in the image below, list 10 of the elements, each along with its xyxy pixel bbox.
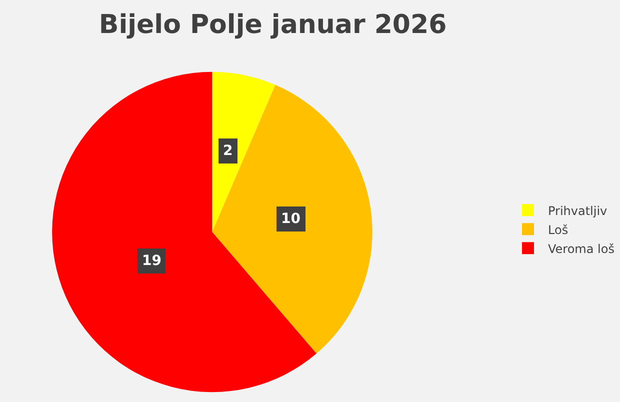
data-label: 19	[142, 253, 162, 269]
data-label: 10	[281, 211, 301, 227]
pie-slice	[52, 72, 316, 392]
pie-slice	[212, 84, 372, 354]
legend-label: Prihvatljiv	[548, 204, 608, 218]
data-label: 2	[223, 143, 233, 159]
chart-title: Bijelo Polje januar 2026	[98, 10, 447, 40]
pie-slice	[212, 72, 276, 232]
legend-label: Loš	[548, 222, 568, 237]
legend-label: Veroma loš	[548, 242, 614, 256]
